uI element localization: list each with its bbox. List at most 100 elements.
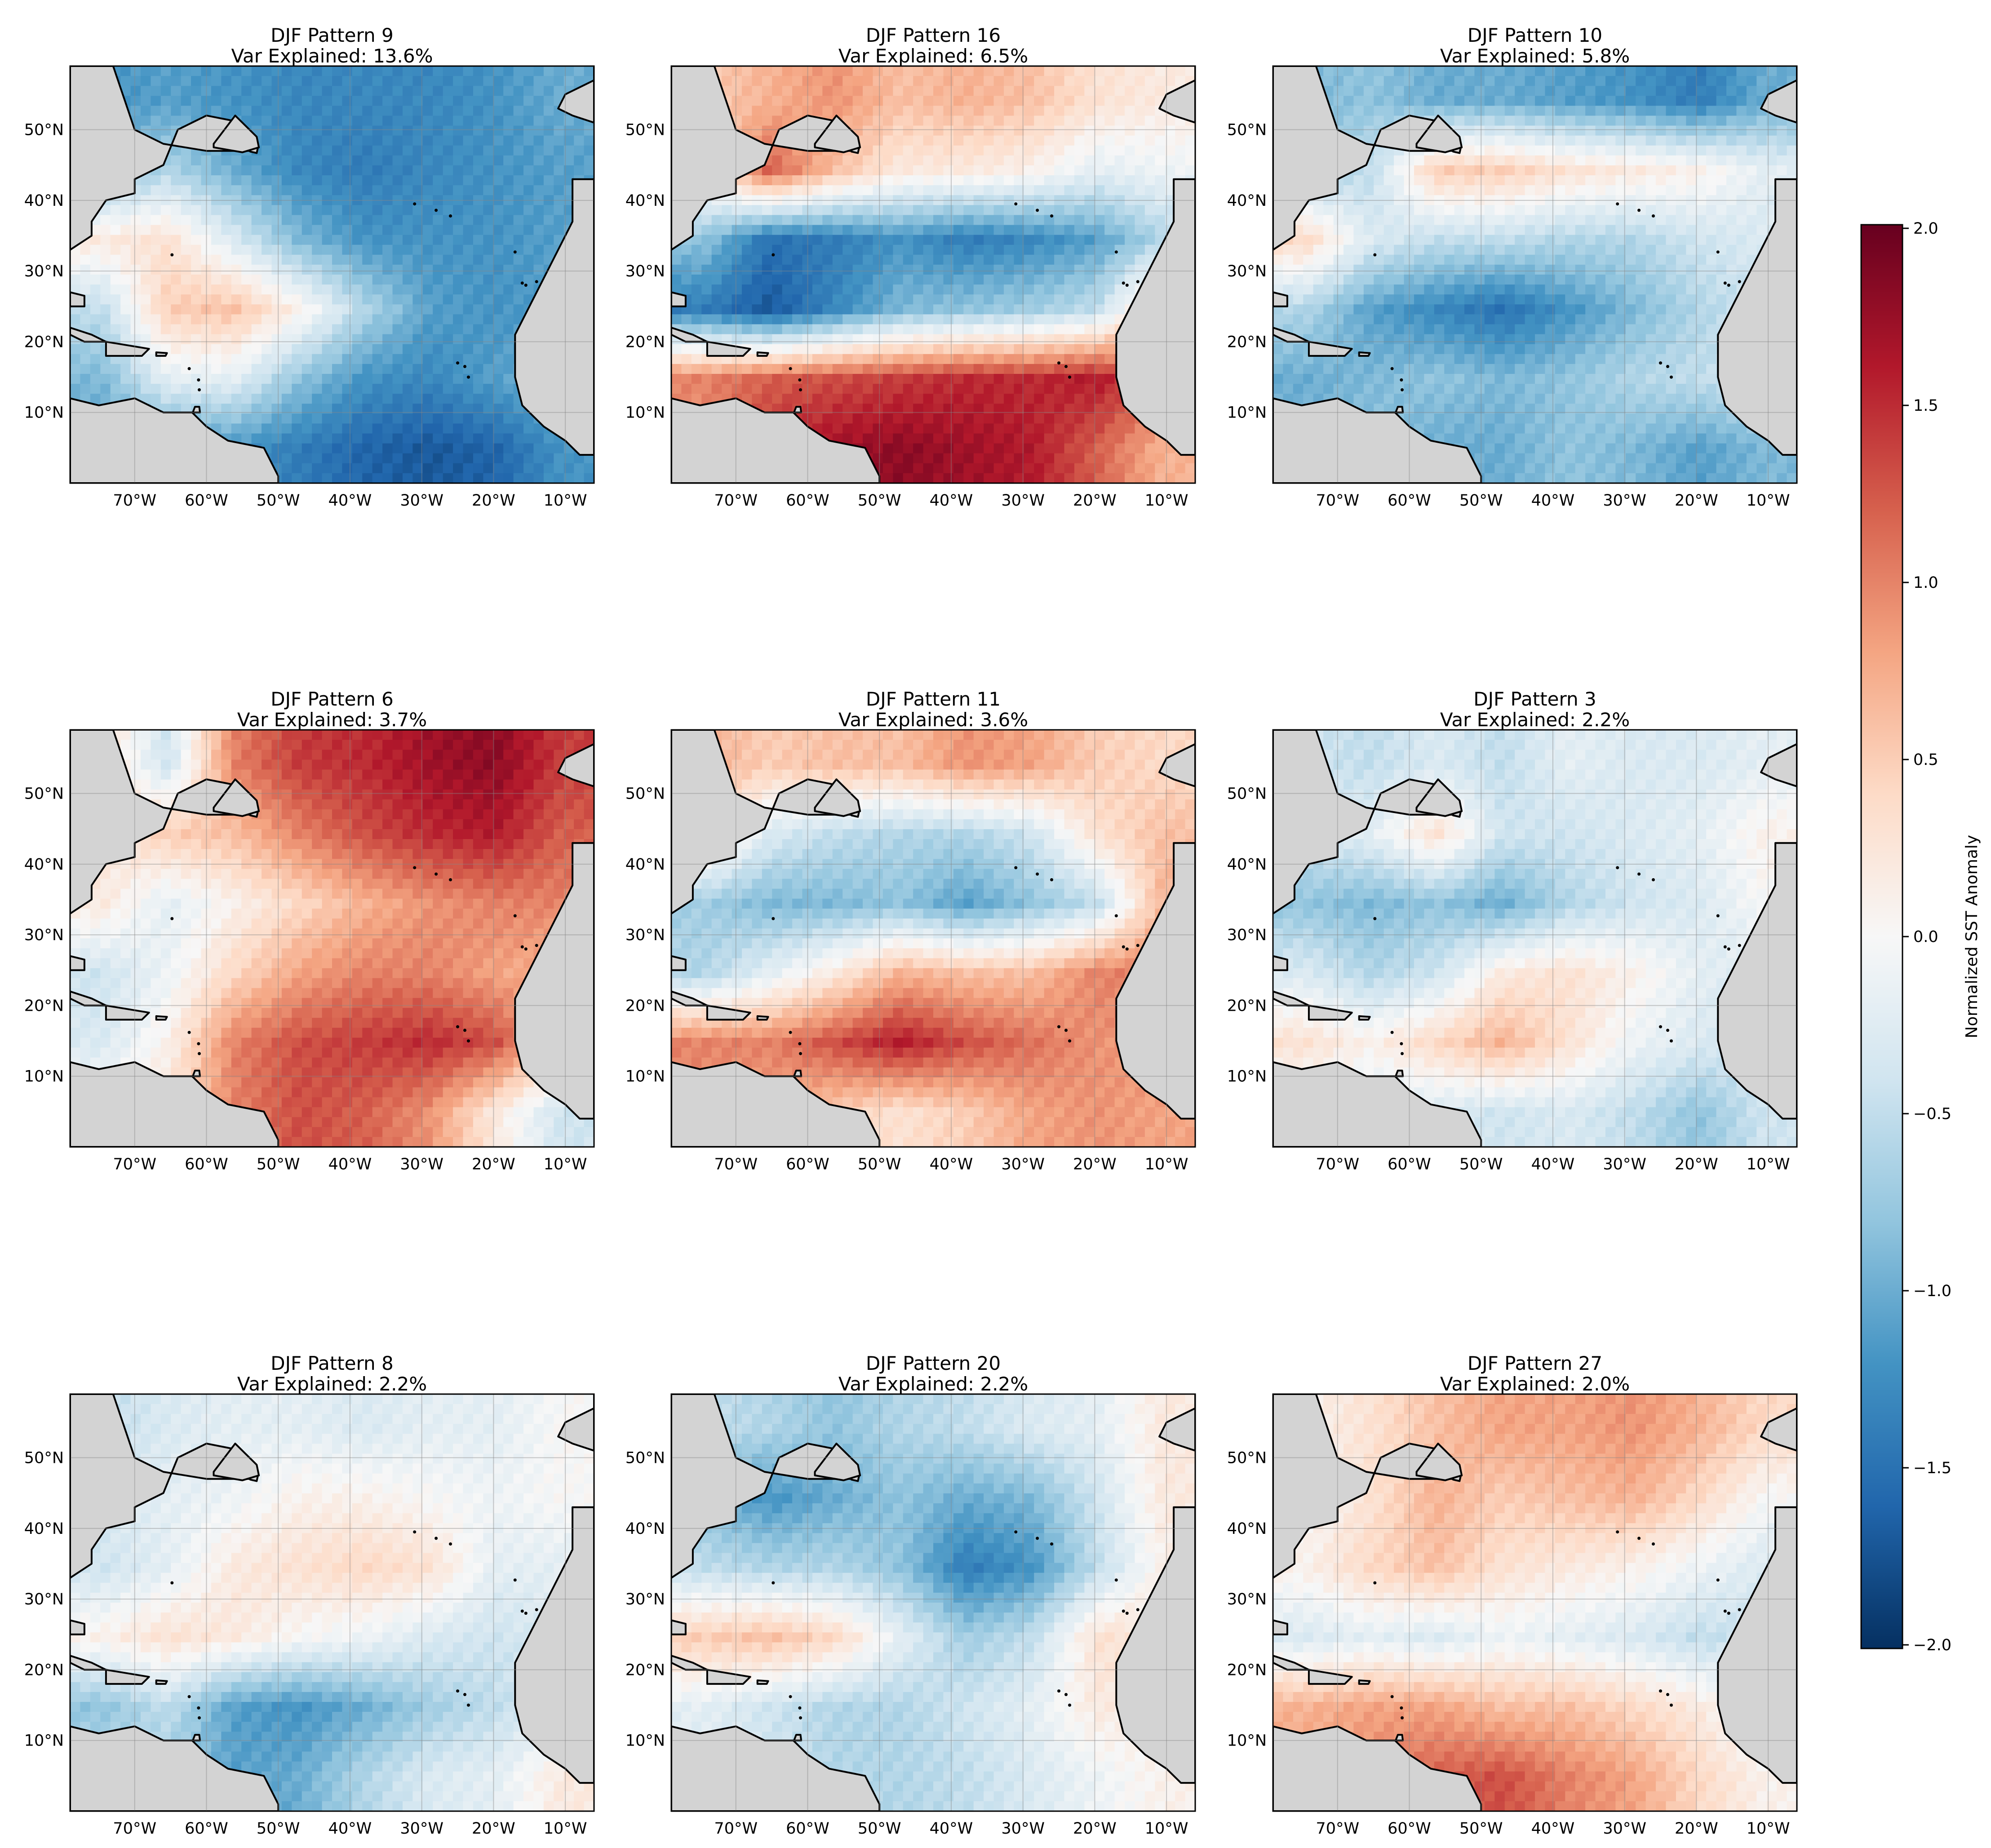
heatmap-cell: [493, 106, 504, 116]
heatmap-cell: [221, 373, 232, 384]
heatmap-cell: [342, 215, 353, 226]
heatmap-cell: [812, 284, 823, 295]
heatmap-cell: [1155, 116, 1166, 126]
heatmap-cell: [984, 364, 994, 374]
heatmap-cell: [262, 275, 272, 285]
heatmap-cell: [231, 413, 242, 424]
heatmap-cell: [1155, 195, 1166, 206]
heatmap-cell: [201, 244, 212, 255]
heatmap-cell: [392, 96, 403, 107]
heatmap-cell: [832, 106, 843, 116]
heatmap-cell: [1464, 145, 1475, 156]
heatmap-cell: [262, 294, 272, 305]
island: [1057, 361, 1060, 365]
heatmap-cell: [332, 244, 343, 255]
heatmap-cell: [1014, 244, 1024, 255]
heatmap-cell: [1074, 354, 1085, 364]
heatmap-cell: [80, 314, 91, 325]
heatmap-cell: [1094, 175, 1105, 186]
heatmap-cell: [221, 354, 232, 364]
heatmap-cell: [1125, 135, 1135, 146]
heatmap-cell: [483, 433, 494, 444]
heatmap-cell: [984, 254, 994, 265]
heatmap-cell: [130, 324, 141, 335]
heatmap-cell: [843, 86, 853, 97]
heatmap-cell: [772, 145, 783, 156]
heatmap-cell: [1185, 135, 1195, 146]
heatmap-cell: [483, 413, 494, 424]
heatmap-cell: [1114, 433, 1125, 444]
heatmap-cell: [1024, 205, 1035, 216]
heatmap-cell: [302, 86, 312, 97]
heatmap-cell: [1024, 106, 1035, 116]
heatmap-cell: [1484, 125, 1495, 136]
heatmap-cell: [352, 284, 363, 295]
heatmap-cell: [100, 264, 111, 275]
heatmap-cell: [1706, 145, 1717, 156]
heatmap-cell: [782, 294, 793, 305]
heatmap-cell: [211, 275, 222, 285]
heatmap-cell: [852, 364, 863, 374]
heatmap-cell: [382, 175, 393, 186]
heatmap-cell: [1074, 125, 1085, 136]
heatmap-cell: [701, 373, 712, 384]
heatmap-cell: [262, 304, 272, 315]
heatmap-cell: [903, 443, 913, 454]
heatmap-cell: [513, 294, 524, 305]
heatmap-cell: [843, 235, 853, 245]
heatmap-cell: [312, 185, 323, 196]
heatmap-cell: [70, 314, 81, 325]
heatmap-cell: [1414, 86, 1425, 97]
heatmap-cell: [963, 413, 974, 424]
heatmap-cell: [993, 294, 1004, 305]
heatmap-cell: [271, 254, 282, 265]
heatmap-cell: [1034, 135, 1045, 146]
heatmap-cell: [893, 244, 904, 255]
heatmap-cell: [181, 394, 191, 404]
heatmap-cell: [1064, 413, 1075, 424]
heatmap-cell: [1756, 66, 1767, 76]
heatmap-cell: [171, 294, 182, 305]
heatmap-cell: [993, 264, 1004, 275]
heatmap-cell: [1034, 254, 1045, 265]
heatmap-cell: [772, 254, 783, 265]
heatmap-cell: [913, 334, 924, 345]
heatmap-cell: [993, 463, 1004, 474]
heatmap-cell: [711, 225, 722, 235]
heatmap-cell: [1144, 135, 1156, 146]
heatmap-cell: [893, 443, 904, 454]
heatmap-cell: [302, 433, 312, 444]
heatmap-cell: [1494, 76, 1505, 86]
heatmap-cell: [1003, 453, 1015, 464]
heatmap-cell: [681, 373, 692, 384]
heatmap-cell: [1504, 116, 1515, 126]
heatmap-cell: [241, 155, 252, 166]
heatmap-cell: [1054, 215, 1065, 226]
heatmap-cell: [443, 354, 453, 364]
heatmap-cell: [342, 463, 353, 474]
heatmap-cell: [963, 106, 974, 116]
heatmap-cell: [241, 344, 252, 355]
heatmap-cell: [231, 334, 242, 345]
heatmap-cell: [691, 314, 702, 325]
heatmap-cell: [574, 155, 585, 166]
heatmap-cell: [422, 413, 434, 424]
heatmap-cell: [90, 354, 101, 364]
island: [524, 284, 528, 287]
heatmap-cell: [342, 364, 353, 374]
heatmap-cell: [993, 235, 1004, 245]
heatmap-cell: [953, 423, 964, 434]
heatmap-cell: [822, 254, 833, 265]
heatmap-cell: [322, 423, 333, 434]
heatmap-cell: [302, 443, 312, 454]
heatmap-cell: [722, 195, 732, 206]
heatmap-cell: [292, 225, 302, 235]
heatmap-cell: [130, 254, 141, 265]
heatmap-cell: [1104, 463, 1115, 474]
heatmap-cell: [503, 443, 514, 454]
heatmap-cell: [1044, 304, 1055, 315]
heatmap-cell: [362, 394, 373, 404]
heatmap-cell: [832, 334, 843, 345]
heatmap-cell: [863, 394, 874, 404]
heatmap-cell: [832, 294, 843, 305]
